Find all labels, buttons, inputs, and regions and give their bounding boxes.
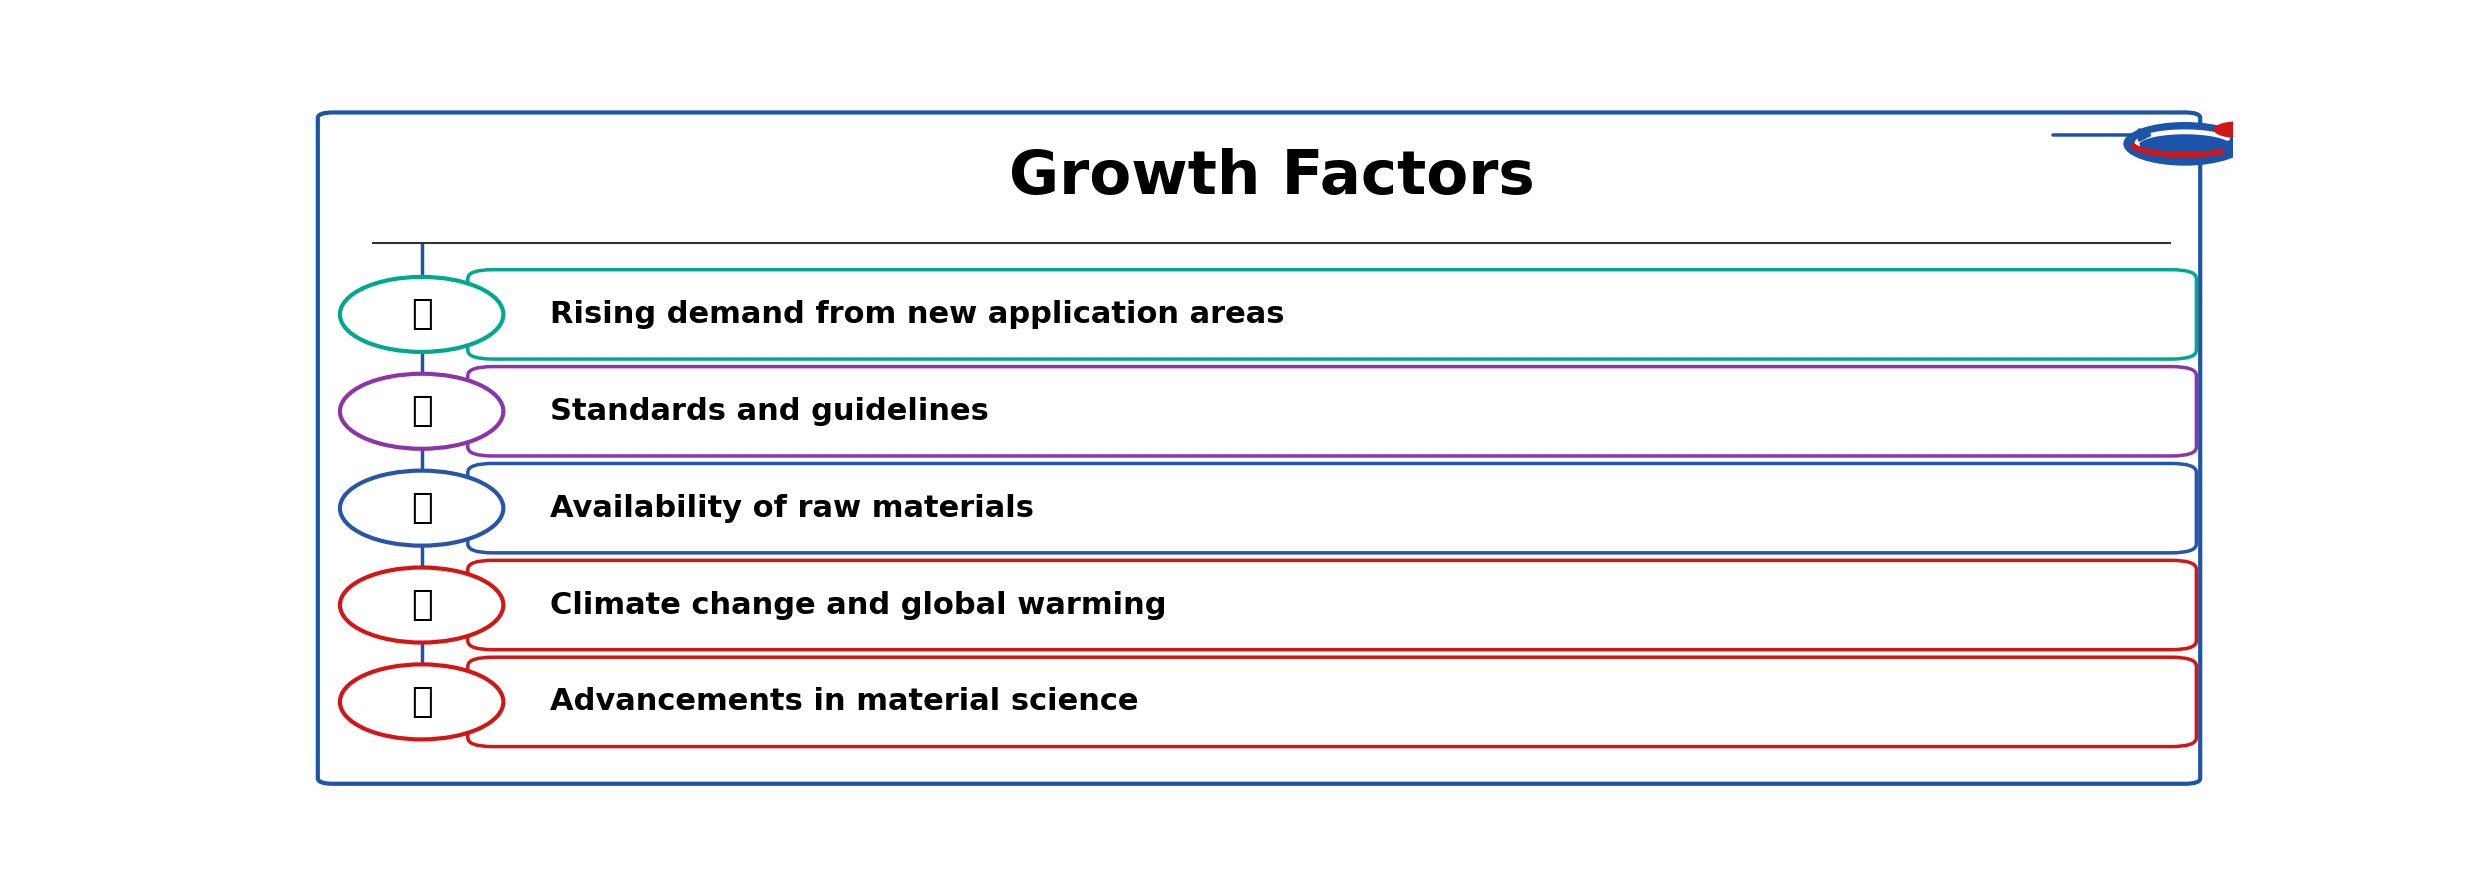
Text: 🌍: 🌍 (412, 588, 432, 622)
Text: Advancements in material science: Advancements in material science (551, 688, 1139, 717)
Ellipse shape (340, 568, 504, 642)
Text: Growth Factors: Growth Factors (1010, 149, 1533, 207)
Ellipse shape (340, 374, 504, 449)
FancyBboxPatch shape (469, 463, 2196, 553)
Text: Rising demand from new application areas: Rising demand from new application areas (551, 299, 1285, 329)
Ellipse shape (340, 470, 504, 546)
Circle shape (2213, 121, 2260, 138)
Circle shape (2124, 122, 2245, 166)
Ellipse shape (340, 664, 504, 740)
Text: 🏭: 🏭 (412, 491, 432, 525)
Text: Standards and guidelines: Standards and guidelines (551, 397, 990, 426)
Text: Availability of raw materials: Availability of raw materials (551, 494, 1035, 523)
FancyBboxPatch shape (318, 113, 2201, 784)
FancyBboxPatch shape (469, 269, 2196, 359)
Text: 📍: 📍 (412, 298, 432, 331)
Text: Climate change and global warming: Climate change and global warming (551, 591, 1166, 619)
Text: 📖: 📖 (412, 394, 432, 428)
Text: 🌱: 🌱 (412, 685, 432, 719)
FancyBboxPatch shape (469, 367, 2196, 456)
FancyBboxPatch shape (469, 657, 2196, 747)
Ellipse shape (340, 277, 504, 352)
FancyBboxPatch shape (469, 560, 2196, 649)
